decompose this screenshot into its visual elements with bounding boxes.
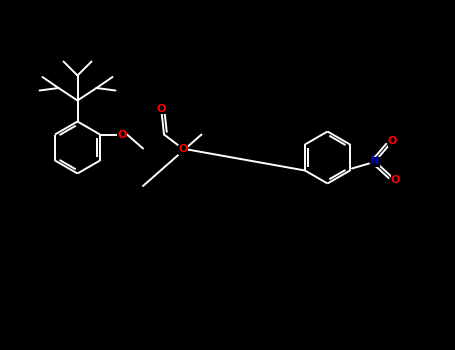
Text: O: O	[178, 145, 188, 154]
Text: N: N	[370, 156, 379, 167]
Text: O: O	[117, 130, 126, 140]
Text: O: O	[157, 104, 166, 114]
Text: O: O	[388, 136, 397, 147]
Text: O: O	[391, 175, 400, 185]
